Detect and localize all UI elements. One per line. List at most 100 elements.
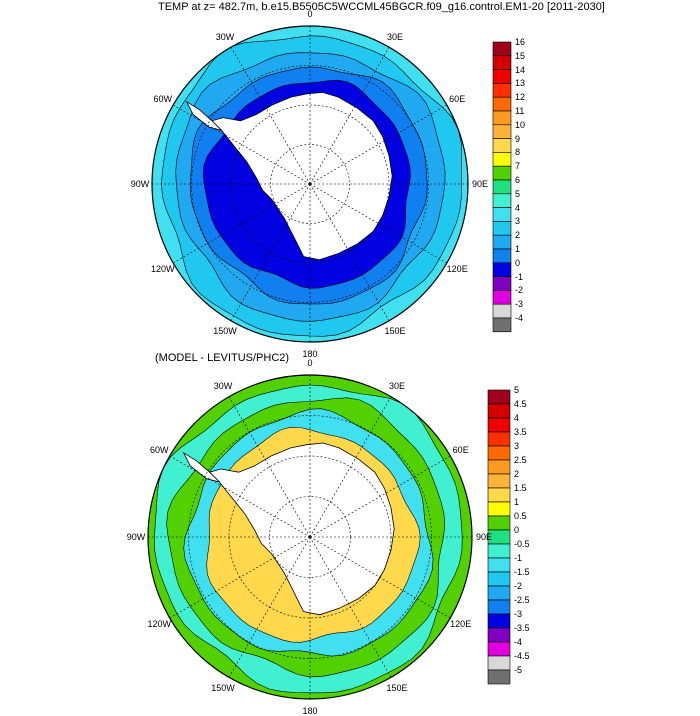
colorbar-label: -4: [515, 313, 524, 323]
colorbar-swatch: [487, 543, 511, 559]
colorbar-swatch: [487, 571, 511, 587]
colorbar-label: -4: [514, 637, 523, 647]
lon-label: 0: [307, 9, 313, 19]
colorbar-swatch: [487, 641, 511, 657]
colorbar-label: 1: [515, 244, 521, 254]
lon-label: 150E: [386, 682, 408, 693]
colorbar-label: -3.5: [514, 623, 530, 633]
colorbar-label: 2.5: [514, 455, 527, 465]
lon-label: 150W: [211, 682, 235, 693]
lon-label: 150W: [213, 326, 237, 337]
longitude-gridline: [228, 396, 311, 538]
colorbar-swatch: [492, 152, 512, 167]
colorbar-label: 3.5: [514, 427, 527, 437]
panel1-colorbar: [492, 41, 512, 333]
latitude-gridline: [230, 104, 390, 264]
longitude-gridline: [169, 536, 311, 619]
lon-label: 180: [302, 706, 318, 716]
colorbar-swatch: [492, 248, 512, 264]
colorbar-label: 12: [515, 92, 526, 103]
colorbar-swatch: [492, 221, 512, 236]
colorbar-label: 11: [515, 106, 525, 116]
lon-label: 120E: [446, 264, 468, 274]
colorbar-swatch: [492, 110, 512, 126]
antarctica-land: [208, 442, 395, 616]
colorbar-swatch: [492, 124, 512, 139]
colorbar-label: 5: [514, 385, 520, 395]
lon-label: 60E: [449, 94, 466, 104]
panel1-map: [151, 25, 469, 343]
colorbar-swatch: [487, 431, 511, 447]
colorbar-swatch: [487, 627, 511, 643]
colorbar-label: 1: [514, 497, 520, 507]
colorbar-swatch: [487, 585, 511, 601]
antarctic-peninsula-land: [182, 451, 221, 483]
longitude-gridline: [309, 455, 451, 538]
colorbar-swatch: [492, 303, 512, 319]
colorbar-label: 4.5: [514, 399, 527, 409]
colorbar-label: 3: [515, 216, 521, 227]
latitude-gridline: [191, 65, 429, 303]
colorbar-swatch: [487, 459, 511, 475]
colorbar-label: -1.5: [514, 567, 530, 577]
colorbar-swatch: [492, 55, 512, 70]
lon-label: 60W: [150, 445, 169, 455]
colorbar-label: -2: [514, 581, 523, 591]
lon-label: 60E: [452, 445, 469, 455]
colorbar-label: 13: [515, 78, 526, 89]
colorbar-label: -5: [514, 665, 523, 675]
panel2-title: (MODEL - LEVITUS/PHC2): [155, 352, 290, 364]
colorbar-label: 16: [515, 37, 526, 47]
longitude-gridline: [169, 455, 311, 538]
colorbar-label: 7: [515, 161, 521, 172]
colorbar-swatch: [487, 403, 511, 419]
colorbar-swatch: [492, 96, 512, 112]
lon-label: 90E: [475, 532, 493, 542]
colorbar-swatch: [492, 290, 512, 305]
colorbar-swatch: [492, 138, 512, 153]
colorbar-swatch: [492, 179, 512, 195]
colorbar-label: 9: [515, 133, 521, 144]
colorbar-swatch: [492, 165, 512, 181]
lon-label: 0: [307, 358, 313, 368]
colorbar-label: -4.5: [514, 651, 530, 661]
colorbar-label: 2: [514, 469, 520, 479]
colorbar-label: 4: [514, 413, 520, 423]
colorbar-label: 15: [515, 50, 526, 61]
colorbar-label: 1.5: [514, 483, 527, 493]
colorbar-swatch: [492, 207, 512, 222]
colorbar-label: 0.5: [514, 511, 527, 521]
colorbar-swatch: [487, 445, 511, 461]
lon-label: 30E: [386, 31, 404, 42]
colorbar-swatch: [492, 234, 512, 250]
colorbar-label: 14: [515, 64, 526, 75]
latitude-gridline: [270, 144, 350, 224]
lon-label: 90E: [471, 179, 489, 189]
colorbar-label: 4: [515, 202, 521, 213]
colorbar-swatch: [492, 69, 512, 84]
colorbar-label: -1: [515, 271, 524, 282]
colorbar-label: 0: [515, 257, 521, 268]
colorbar-swatch: [492, 41, 512, 57]
lon-label: 150E: [384, 326, 406, 337]
colorbar-swatch: [487, 515, 511, 531]
lon-label: 90W: [126, 532, 146, 542]
lon-label: 120W: [147, 619, 172, 629]
colorbar-swatch: [487, 389, 511, 405]
lon-label: 30W: [215, 31, 235, 42]
map-border: [151, 25, 469, 343]
colorbar-swatch: [492, 83, 512, 98]
colorbar-swatch: [487, 557, 511, 573]
colorbar-swatch: [487, 613, 511, 629]
colorbar-swatch: [492, 317, 512, 333]
colorbar-swatch: [492, 262, 512, 277]
lon-label: 90W: [130, 179, 150, 189]
antarctica-land: [211, 91, 393, 261]
colorbar-label: 6: [515, 175, 521, 185]
colorbar-label: 0: [514, 525, 520, 535]
colorbar-label: -1: [514, 553, 523, 563]
longitude-gridline: [228, 536, 311, 678]
colorbar-label: 3: [514, 441, 520, 451]
colorbar-label: -2.5: [514, 595, 530, 605]
longitude-gridline: [309, 536, 451, 619]
